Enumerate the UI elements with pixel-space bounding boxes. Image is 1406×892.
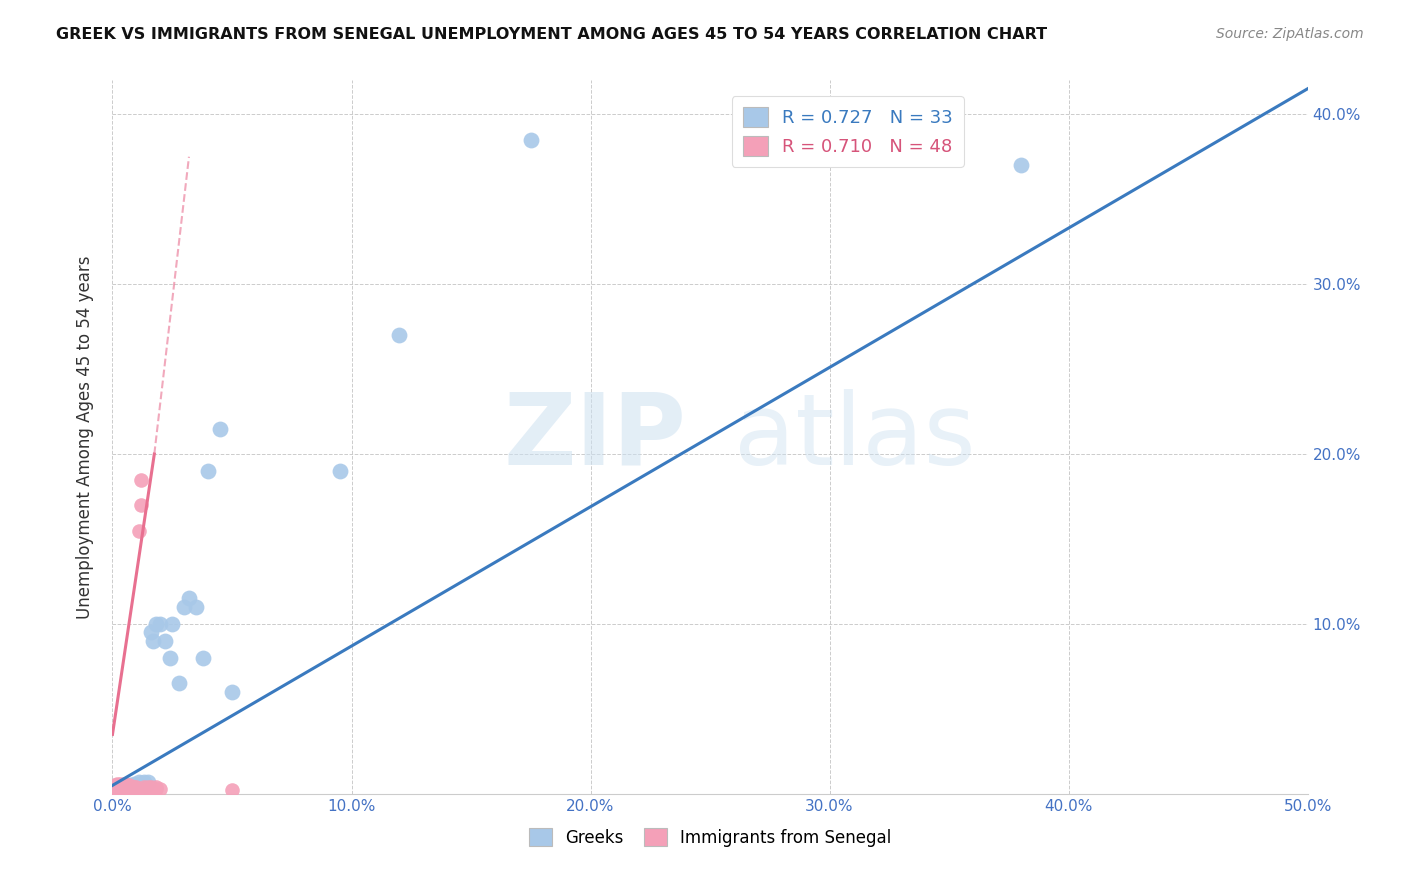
Point — [169, 676, 191, 690]
Text: atlas: atlas — [734, 389, 976, 485]
Point — [111, 778, 134, 792]
Point — [105, 781, 128, 796]
Point — [145, 780, 167, 794]
Point — [209, 421, 232, 435]
Point — [135, 781, 157, 796]
Point — [139, 780, 162, 794]
Point — [115, 781, 138, 796]
Point — [153, 634, 176, 648]
Point — [129, 473, 152, 487]
Point — [104, 781, 127, 796]
Point — [108, 780, 131, 794]
Point — [121, 780, 143, 794]
Point — [125, 778, 148, 792]
Point — [221, 783, 243, 797]
Text: GREEK VS IMMIGRANTS FROM SENEGAL UNEMPLOYMENT AMONG AGES 45 TO 54 YEARS CORRELAT: GREEK VS IMMIGRANTS FROM SENEGAL UNEMPLO… — [56, 27, 1047, 42]
Point — [121, 781, 143, 796]
Point — [115, 778, 138, 792]
Point — [122, 777, 145, 791]
Point — [186, 599, 208, 614]
Point — [105, 780, 128, 794]
Point — [122, 780, 145, 794]
Point — [114, 777, 135, 791]
Point — [114, 778, 135, 792]
Point — [329, 464, 352, 478]
Point — [128, 524, 150, 538]
Point — [122, 781, 145, 796]
Point — [159, 651, 181, 665]
Point — [138, 780, 160, 794]
Point — [142, 634, 165, 648]
Point — [114, 781, 135, 796]
Point — [132, 780, 155, 794]
Point — [118, 778, 141, 792]
Point — [108, 781, 131, 796]
Point — [111, 780, 134, 794]
Point — [118, 781, 141, 796]
Point — [108, 783, 131, 797]
Point — [125, 780, 148, 794]
Point — [149, 781, 172, 796]
Point — [115, 780, 138, 794]
Point — [520, 133, 543, 147]
Point — [142, 781, 165, 796]
Point — [193, 651, 215, 665]
Point — [108, 778, 131, 792]
Point — [105, 777, 128, 791]
Point — [139, 781, 162, 796]
Point — [221, 685, 243, 699]
Text: Source: ZipAtlas.com: Source: ZipAtlas.com — [1216, 27, 1364, 41]
Legend: Greeks, Immigrants from Senegal: Greeks, Immigrants from Senegal — [522, 822, 898, 854]
Point — [111, 781, 134, 796]
Point — [129, 498, 152, 512]
Text: ZIP: ZIP — [503, 389, 686, 485]
Point — [135, 778, 157, 792]
Point — [138, 775, 160, 789]
Point — [1010, 158, 1032, 172]
Point — [388, 328, 411, 343]
Point — [104, 780, 127, 794]
Point — [125, 781, 148, 796]
Point — [162, 617, 183, 632]
Point — [104, 783, 127, 797]
Point — [129, 777, 152, 791]
Point — [105, 783, 128, 797]
Point — [105, 781, 128, 796]
Point — [132, 781, 155, 796]
Point — [138, 781, 160, 796]
Point — [139, 625, 162, 640]
Point — [145, 617, 167, 632]
Point — [128, 775, 150, 789]
Point — [145, 781, 167, 796]
Point — [132, 775, 155, 789]
Point — [108, 780, 131, 794]
Point — [149, 617, 172, 632]
Point — [114, 780, 135, 794]
Point — [118, 780, 141, 794]
Point — [114, 781, 135, 796]
Point — [105, 778, 128, 792]
Y-axis label: Unemployment Among Ages 45 to 54 years: Unemployment Among Ages 45 to 54 years — [76, 255, 94, 619]
Point — [108, 777, 131, 791]
Point — [111, 780, 134, 794]
Point — [115, 780, 138, 794]
Point — [197, 464, 219, 478]
Point — [118, 778, 141, 792]
Point — [104, 778, 127, 792]
Point — [121, 780, 143, 794]
Point — [177, 591, 200, 606]
Point — [173, 599, 195, 614]
